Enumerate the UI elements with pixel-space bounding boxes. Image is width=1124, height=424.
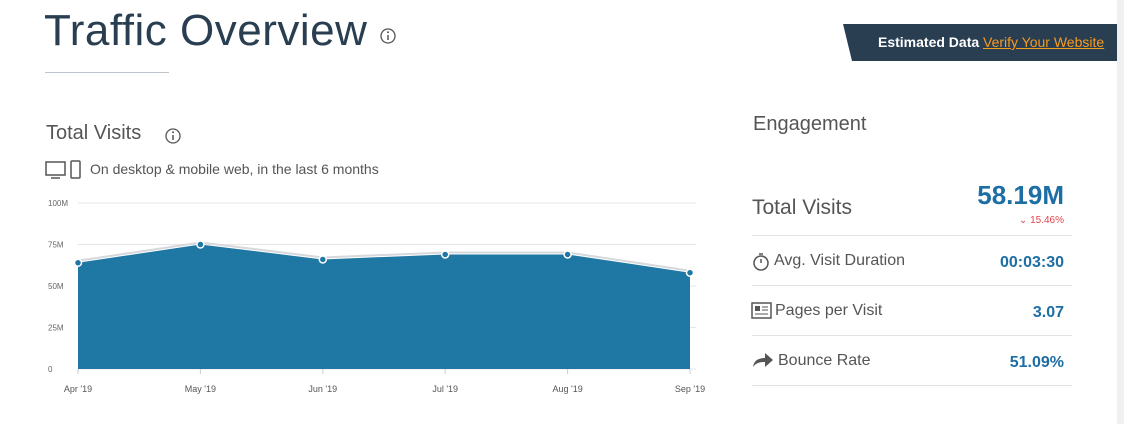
timer-icon xyxy=(753,253,769,271)
metric-label: Bounce Rate xyxy=(778,352,871,369)
chart: 0 25M 50M 75M 100M Apr '19 May '19 Jun '19 Jul '… xyxy=(48,199,705,394)
pages-icon xyxy=(751,302,772,319)
area xyxy=(78,244,690,369)
bounce-icon xyxy=(753,353,773,367)
change-value: 15.46% xyxy=(1030,215,1064,226)
down-arrow: ⌄ xyxy=(1018,215,1028,226)
x-tick-label: Aug '19 xyxy=(552,384,582,394)
y-tick-label: 50M xyxy=(48,282,64,291)
data-point xyxy=(440,250,450,259)
metric-value: 00:03:30 xyxy=(999,254,1064,271)
metric-label: Pages per Visit xyxy=(775,302,883,319)
separator xyxy=(752,335,1072,336)
separator xyxy=(752,285,1072,286)
y-tick-label: 100M xyxy=(48,199,68,208)
data-point xyxy=(318,255,328,264)
metric-label: Total Visits xyxy=(752,196,852,219)
device-icons xyxy=(45,160,81,179)
section-title: Total Visits xyxy=(46,122,142,144)
x-tick-label: May '19 xyxy=(185,384,216,394)
page-title: Traffic Overview xyxy=(44,6,368,55)
separator xyxy=(752,385,1072,386)
y-tick-label: 75M xyxy=(48,241,64,250)
separator xyxy=(752,235,1072,236)
metric-change: ⌄ 15.46% xyxy=(1019,215,1064,226)
verify-link[interactable]: Verify Your Website xyxy=(983,34,1105,50)
metric-value: 51.09% xyxy=(1009,354,1064,371)
y-tick-label: 25M xyxy=(48,324,64,333)
metric-value: 58.19M xyxy=(977,180,1064,210)
info-icon[interactable] xyxy=(164,127,182,145)
badge xyxy=(843,24,1118,61)
x-tick-label: Jun '19 xyxy=(308,384,337,394)
y-tick-label: 0 xyxy=(48,365,53,374)
engagement-title: Engagement xyxy=(753,113,867,135)
data-point xyxy=(563,250,572,259)
title-rule xyxy=(45,72,169,73)
data-point xyxy=(73,258,83,268)
data-point xyxy=(196,240,205,249)
x-tick-label: Jul '19 xyxy=(432,384,458,394)
metric-label: Avg. Visit Duration xyxy=(774,252,906,269)
data-point xyxy=(685,268,695,277)
badge-text: Estimated Data xyxy=(878,34,980,50)
x-tick-label: Sep '19 xyxy=(675,384,705,394)
area-line xyxy=(77,241,691,272)
metric-value: 3.07 xyxy=(1032,304,1064,321)
info-icon[interactable] xyxy=(379,27,397,45)
scrollbar[interactable] xyxy=(1117,0,1124,424)
x-tick-label: Apr '19 xyxy=(64,384,92,394)
section-subtitle: On desktop & mobile web, in the last 6 m… xyxy=(90,161,379,177)
